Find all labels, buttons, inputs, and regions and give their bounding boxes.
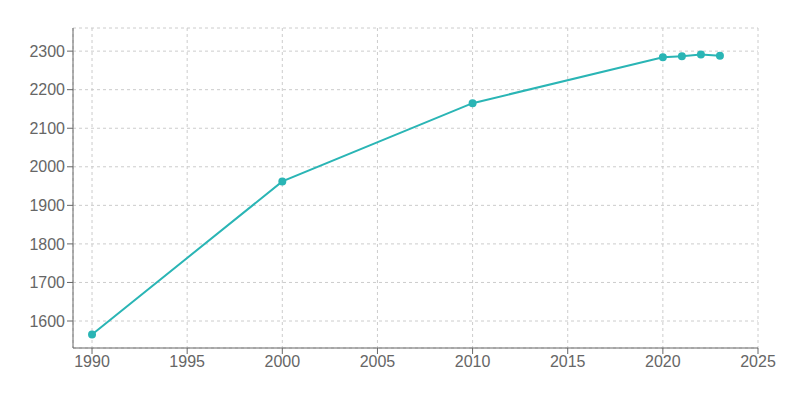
svg-text:2200: 2200 xyxy=(29,81,65,98)
svg-text:2015: 2015 xyxy=(550,353,586,370)
svg-text:1800: 1800 xyxy=(29,236,65,253)
svg-text:2000: 2000 xyxy=(29,158,65,175)
svg-text:1900: 1900 xyxy=(29,197,65,214)
svg-text:1995: 1995 xyxy=(169,353,205,370)
svg-text:2100: 2100 xyxy=(29,120,65,137)
svg-text:1600: 1600 xyxy=(29,313,65,330)
svg-text:1990: 1990 xyxy=(74,353,110,370)
svg-text:2025: 2025 xyxy=(740,353,776,370)
svg-text:2010: 2010 xyxy=(455,353,491,370)
svg-text:1700: 1700 xyxy=(29,274,65,291)
svg-text:2300: 2300 xyxy=(29,43,65,60)
svg-text:2005: 2005 xyxy=(360,353,396,370)
svg-text:2000: 2000 xyxy=(265,353,301,370)
svg-text:2020: 2020 xyxy=(645,353,681,370)
